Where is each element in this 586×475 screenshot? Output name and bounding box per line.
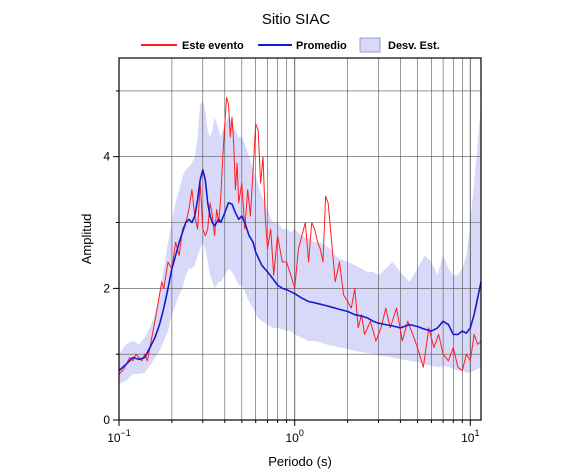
y-tick-label: 2 <box>103 281 110 295</box>
legend-mean-label: Promedio <box>296 40 347 52</box>
y-tick-label: 0 <box>103 413 110 427</box>
legend-event-label: Este evento <box>182 40 244 52</box>
y-tick-label: 4 <box>103 150 110 164</box>
legend-band-swatch <box>359 37 381 53</box>
x-tick-label: 101 <box>461 428 479 445</box>
chart-title: Sitio SIAC <box>262 11 331 28</box>
plot-frame <box>118 57 482 421</box>
x-tick-label: 100 <box>286 428 304 445</box>
y-axis-label: Amplitud <box>79 214 94 265</box>
series-layer <box>118 97 482 375</box>
series-mean-line <box>118 169 482 372</box>
x-tick-label: 10−1 <box>107 428 131 445</box>
legend: Este evento Promedio Desv. Est. <box>141 37 440 53</box>
ticks: 10−1 100 101 0 2 4 <box>103 90 479 445</box>
legend-band-label: Desv. Est. <box>388 40 440 52</box>
x-axis-label: Periodo (s) <box>268 454 332 469</box>
